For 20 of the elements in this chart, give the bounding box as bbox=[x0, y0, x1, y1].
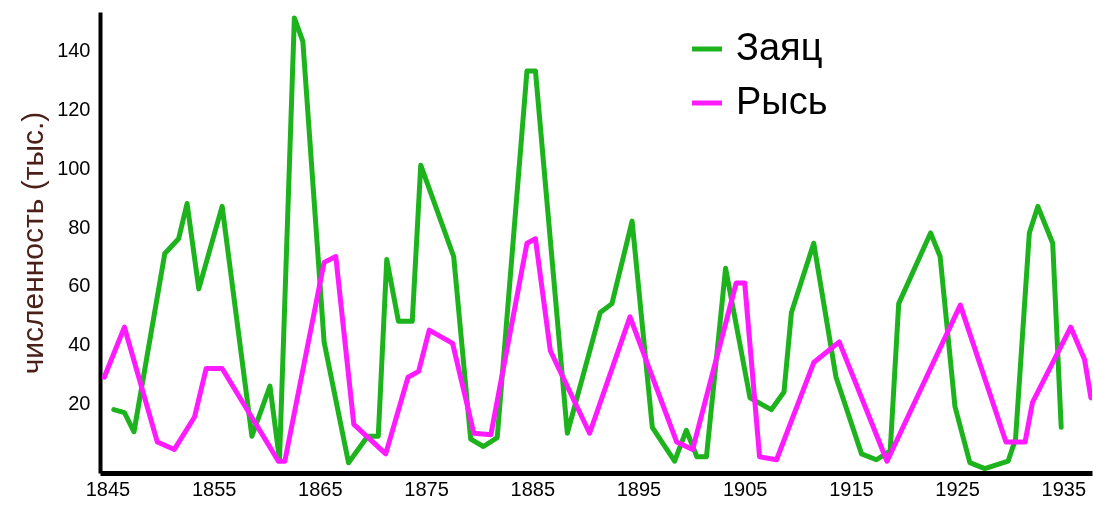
x-tick-label: 1845 bbox=[85, 477, 131, 500]
y-axis-title: численность (тыс.) bbox=[16, 111, 50, 375]
y-tick-label: 140 bbox=[57, 38, 91, 61]
x-tick-label: 1865 bbox=[298, 477, 343, 500]
x-tick-label: 1905 bbox=[722, 477, 768, 500]
y-tick-label: 120 bbox=[57, 97, 91, 120]
y-tick-label: 60 bbox=[68, 274, 91, 297]
y-tick-label: 40 bbox=[68, 333, 91, 356]
x-tick-label: 1935 bbox=[1041, 477, 1087, 500]
legend-label: Заяц bbox=[736, 26, 823, 68]
x-tick-label: 1855 bbox=[191, 477, 237, 500]
y-tick-label: 100 bbox=[57, 156, 91, 179]
x-tick-label: 1895 bbox=[616, 477, 662, 500]
y-tick-label: 20 bbox=[68, 392, 91, 415]
x-tick-label: 1915 bbox=[829, 477, 874, 500]
y-tick-label: 80 bbox=[68, 215, 91, 238]
x-tick-label: 1875 bbox=[404, 477, 449, 500]
x-tick-label: 1925 bbox=[935, 477, 980, 500]
legend-label: Рысь bbox=[736, 80, 828, 122]
x-tick-label: 1885 bbox=[510, 477, 556, 500]
